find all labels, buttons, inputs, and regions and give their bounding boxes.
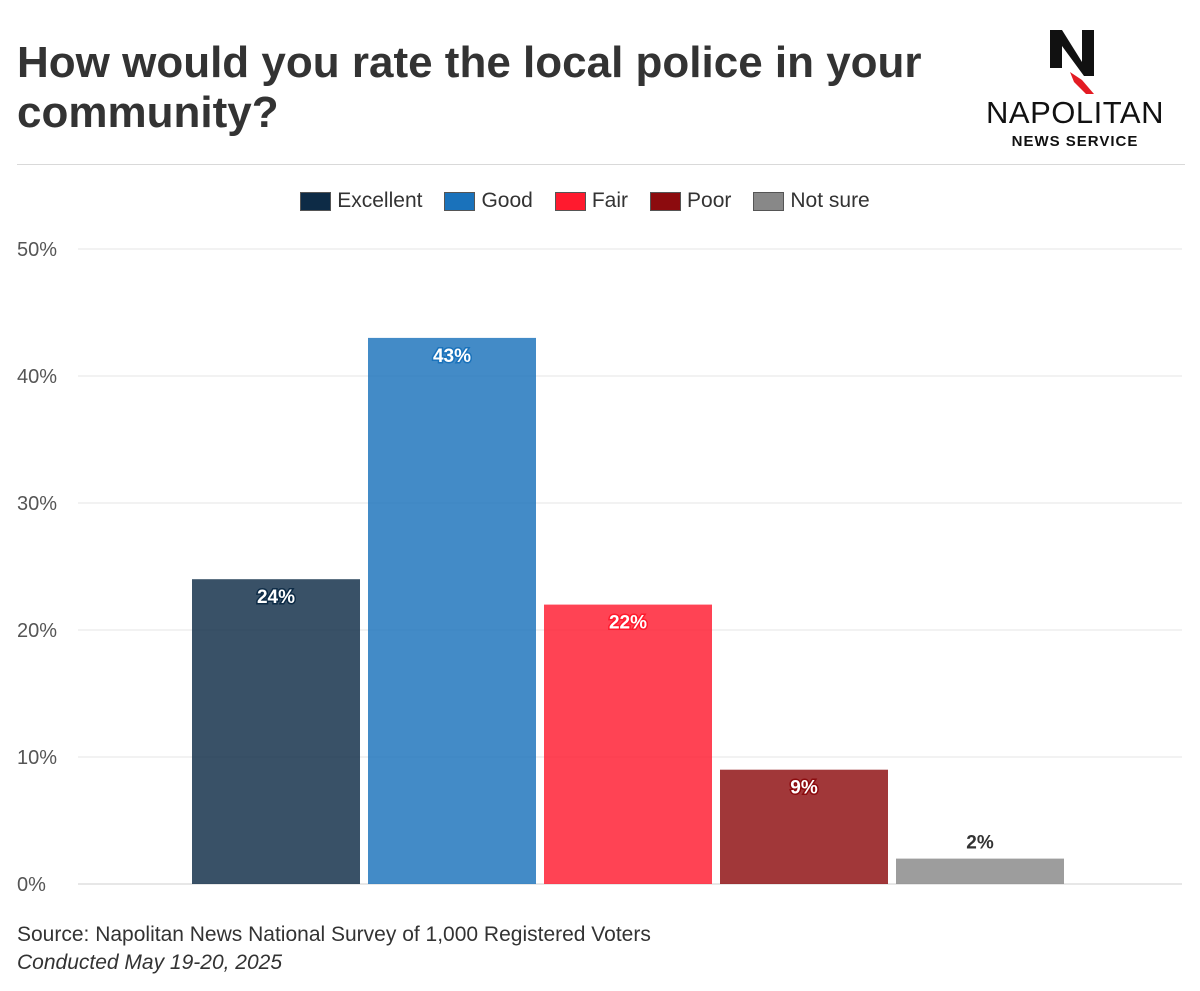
- bar-chart: 0% 10% 20% 30% 40% 50% 24% 43% 22% 9% 2%: [17, 239, 1182, 896]
- bar: [192, 579, 360, 884]
- legend-item: Excellent: [300, 188, 422, 214]
- legend-swatch: [444, 191, 476, 211]
- brand-name: NAPOLITAN: [986, 95, 1164, 130]
- bar-value-label: 43%: [433, 346, 471, 367]
- bar-value-label: 22%: [609, 613, 647, 634]
- y-tick-label: 10%: [17, 747, 57, 769]
- legend-label: Good: [481, 189, 533, 212]
- legend-item: Fair: [554, 188, 629, 214]
- legend-label: Fair: [591, 189, 629, 212]
- bar-value-label: 9%: [790, 778, 818, 799]
- legend-swatch: [554, 191, 586, 211]
- header-divider: [17, 164, 1185, 165]
- bar: [368, 337, 536, 884]
- source-note: Source: Napolitan News National Survey o…: [17, 923, 651, 946]
- y-tick-label: 30%: [17, 493, 57, 515]
- legend-label: Not sure: [790, 189, 870, 212]
- brand-subtitle: NEWS SERVICE: [1011, 133, 1139, 150]
- legend-item: Good: [444, 188, 533, 214]
- legend-swatch: [300, 191, 332, 211]
- y-tick-label: 0%: [17, 874, 46, 896]
- legend-label: Poor: [687, 189, 732, 212]
- napolitan-logo-mark-icon: [1050, 30, 1094, 94]
- y-tick-label: 50%: [17, 239, 57, 261]
- bar: [896, 858, 1064, 884]
- chart-legend: Excellent Good Fair Poor Not sure: [0, 188, 1170, 214]
- legend-item: Poor: [650, 188, 731, 214]
- legend-swatch: [650, 191, 682, 211]
- y-tick-label: 20%: [17, 620, 57, 642]
- bar: [720, 769, 888, 884]
- bar-value-label: 2%: [966, 833, 994, 854]
- legend-swatch: [753, 191, 785, 211]
- bar: [544, 604, 712, 884]
- chart-title: How would you rate the local police in y…: [17, 38, 922, 137]
- brand-logo: NAPOLITAN NEWS SERVICE: [975, 26, 1175, 154]
- conducted-note: Conducted May 19-20, 2025: [17, 951, 283, 974]
- legend-label: Excellent: [337, 189, 423, 212]
- y-tick-label: 40%: [17, 366, 57, 388]
- legend-item: Not sure: [753, 188, 870, 214]
- bar-value-label: 24%: [257, 587, 295, 608]
